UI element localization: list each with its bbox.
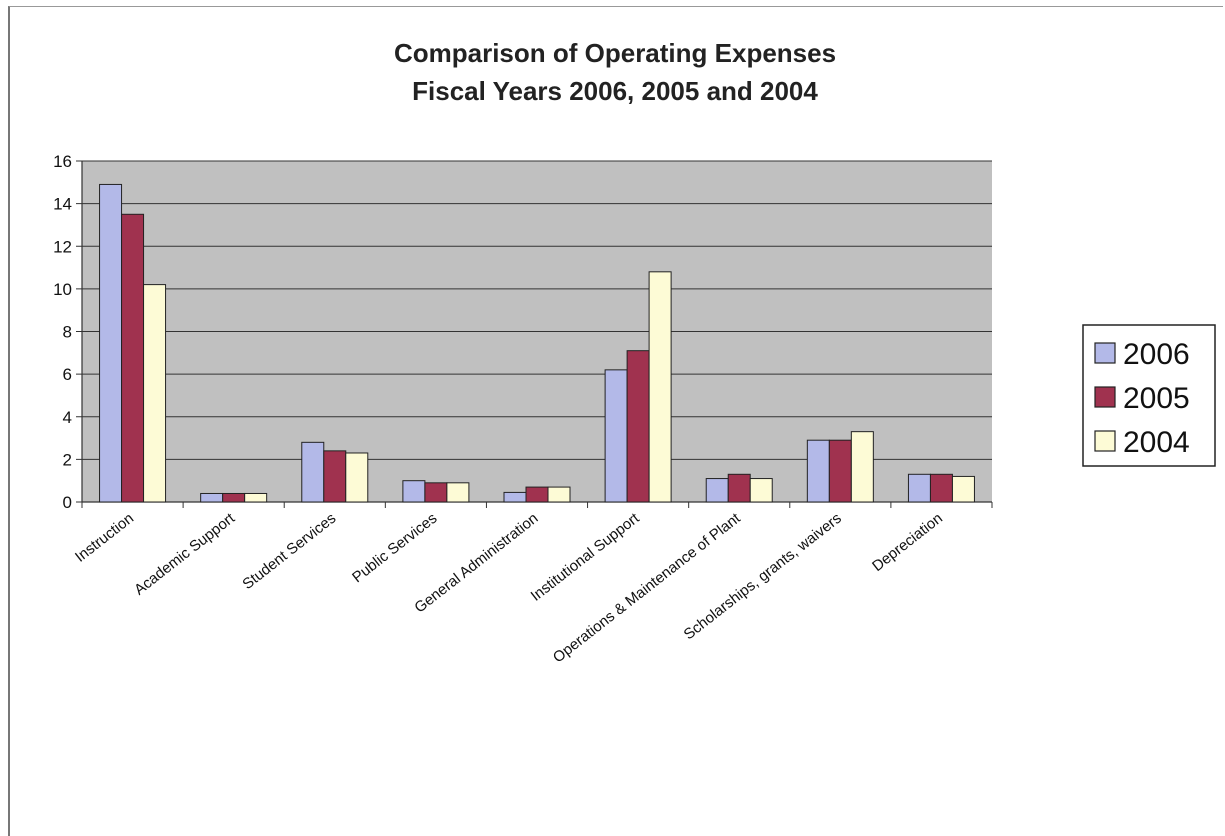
bar-2004-3: [446, 482, 470, 503]
bar-2005-3: [424, 482, 448, 503]
category-label: Student Services: [239, 510, 339, 593]
y-tick-label: 14: [53, 195, 72, 214]
bar-2005-6: [727, 473, 751, 503]
legend-label-2006: 2006: [1123, 338, 1190, 371]
bar-2005-7: [828, 439, 852, 503]
chart-title-line-1: Comparison of Operating Expenses: [394, 38, 836, 68]
bar-2006-5: [604, 369, 628, 503]
category-label: Instruction: [72, 510, 137, 566]
bar-2004-5: [648, 271, 672, 503]
bar-2004-6: [749, 478, 773, 503]
y-tick-label: 12: [53, 237, 72, 256]
bar-2004-1: [244, 492, 268, 503]
y-tick-label: 16: [53, 152, 72, 171]
legend-swatch-2005: [1094, 386, 1116, 408]
bar-2004-2: [345, 452, 369, 503]
legend-swatch-2006: [1094, 342, 1116, 364]
legend: 2006 2005 2004: [1082, 324, 1216, 467]
bar-2006-0: [99, 183, 123, 503]
bar-2006-6: [705, 478, 729, 503]
bar-2004-0: [143, 284, 167, 503]
bar-2004-4: [547, 486, 571, 503]
bar-2005-4: [525, 486, 549, 503]
chart-frame: [8, 6, 1223, 836]
bar-2004-8: [951, 475, 975, 503]
bar-2005-1: [222, 492, 246, 503]
legend-label-2004: 2004: [1123, 426, 1190, 459]
bar-2006-2: [301, 441, 325, 503]
legend-swatch-2004: [1094, 430, 1116, 452]
bar-2006-4: [503, 491, 527, 503]
category-label: Operations & Maintenance of Plant: [550, 509, 744, 666]
category-label: Depreciation: [869, 510, 946, 575]
bar-2005-5: [626, 350, 650, 503]
category-label: Scholarships, grants, waivers: [681, 510, 845, 644]
y-tick-label: 6: [63, 365, 72, 384]
y-tick-label: 0: [63, 493, 72, 512]
category-label: Institutional Support: [528, 509, 644, 605]
bar-2004-7: [850, 431, 874, 503]
bar-2006-8: [907, 473, 931, 503]
y-tick-label: 4: [63, 408, 72, 427]
category-label: Public Services: [349, 510, 440, 587]
bar-2006-7: [806, 439, 830, 503]
bar-2006-3: [402, 480, 426, 503]
bar-2005-0: [121, 213, 145, 503]
y-tick-label: 2: [63, 450, 72, 469]
chart-title-line-2: Fiscal Years 2006, 2005 and 2004: [412, 76, 818, 106]
bar-2006-1: [200, 492, 224, 503]
legend-label-2005: 2005: [1123, 382, 1190, 415]
bar-2005-8: [929, 473, 953, 503]
y-tick-label: 8: [63, 323, 72, 342]
y-tick-label: 10: [53, 280, 72, 299]
bar-2005-2: [323, 450, 347, 503]
category-label: Academic Support: [131, 509, 239, 598]
